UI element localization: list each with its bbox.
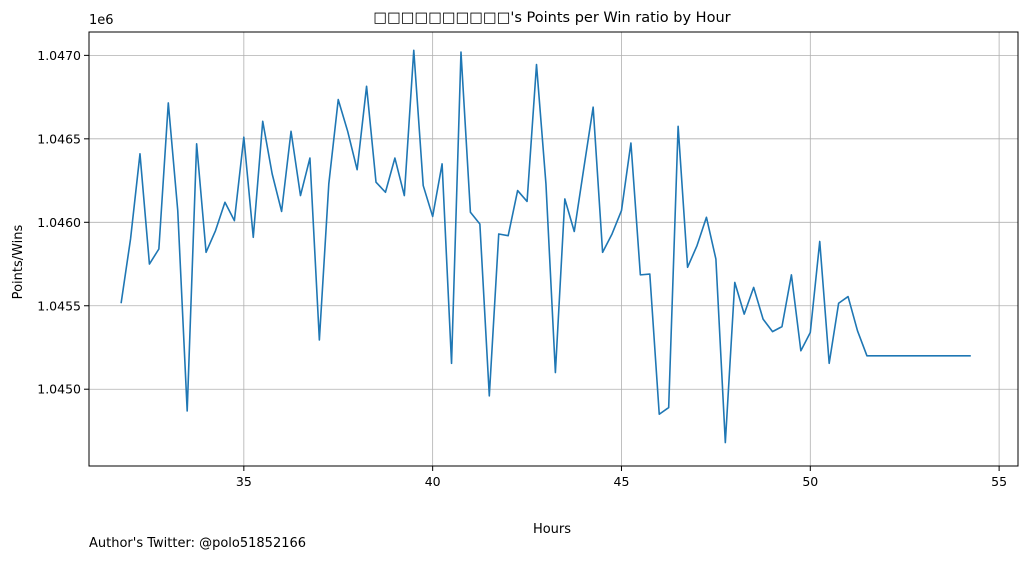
y-offset-label: 1e6	[89, 13, 114, 28]
x-tick-label: 40	[425, 474, 441, 489]
y-tick-label: 1.0460	[37, 215, 81, 230]
ticks: 35 40 45 50 55 1.0450 1.0455 1.0460 1.0465 1.0470	[37, 48, 1007, 489]
x-axis-label: Hours	[533, 522, 571, 537]
y-tick-label: 1.0470	[37, 48, 81, 63]
axes-frame	[88, 31, 1019, 467]
x-tick-label: 50	[802, 474, 818, 489]
x-tick-label: 55	[991, 474, 1007, 489]
series-line	[120, 49, 971, 444]
y-tick-label: 1.0455	[37, 298, 81, 313]
author-note: Author's Twitter: @polo51852166	[89, 536, 307, 551]
x-tick-label: 45	[614, 474, 630, 489]
grid-lines	[89, 32, 1018, 466]
chart-title: □□□□□□□□□□'s Points per Win ratio by Hou…	[373, 10, 730, 26]
y-tick-label: 1.0450	[37, 382, 81, 397]
y-axis-label: Points/Wins	[11, 224, 26, 299]
x-tick-label: 35	[236, 474, 252, 489]
y-tick-label: 1.0465	[37, 131, 81, 146]
series-layer	[120, 49, 971, 444]
